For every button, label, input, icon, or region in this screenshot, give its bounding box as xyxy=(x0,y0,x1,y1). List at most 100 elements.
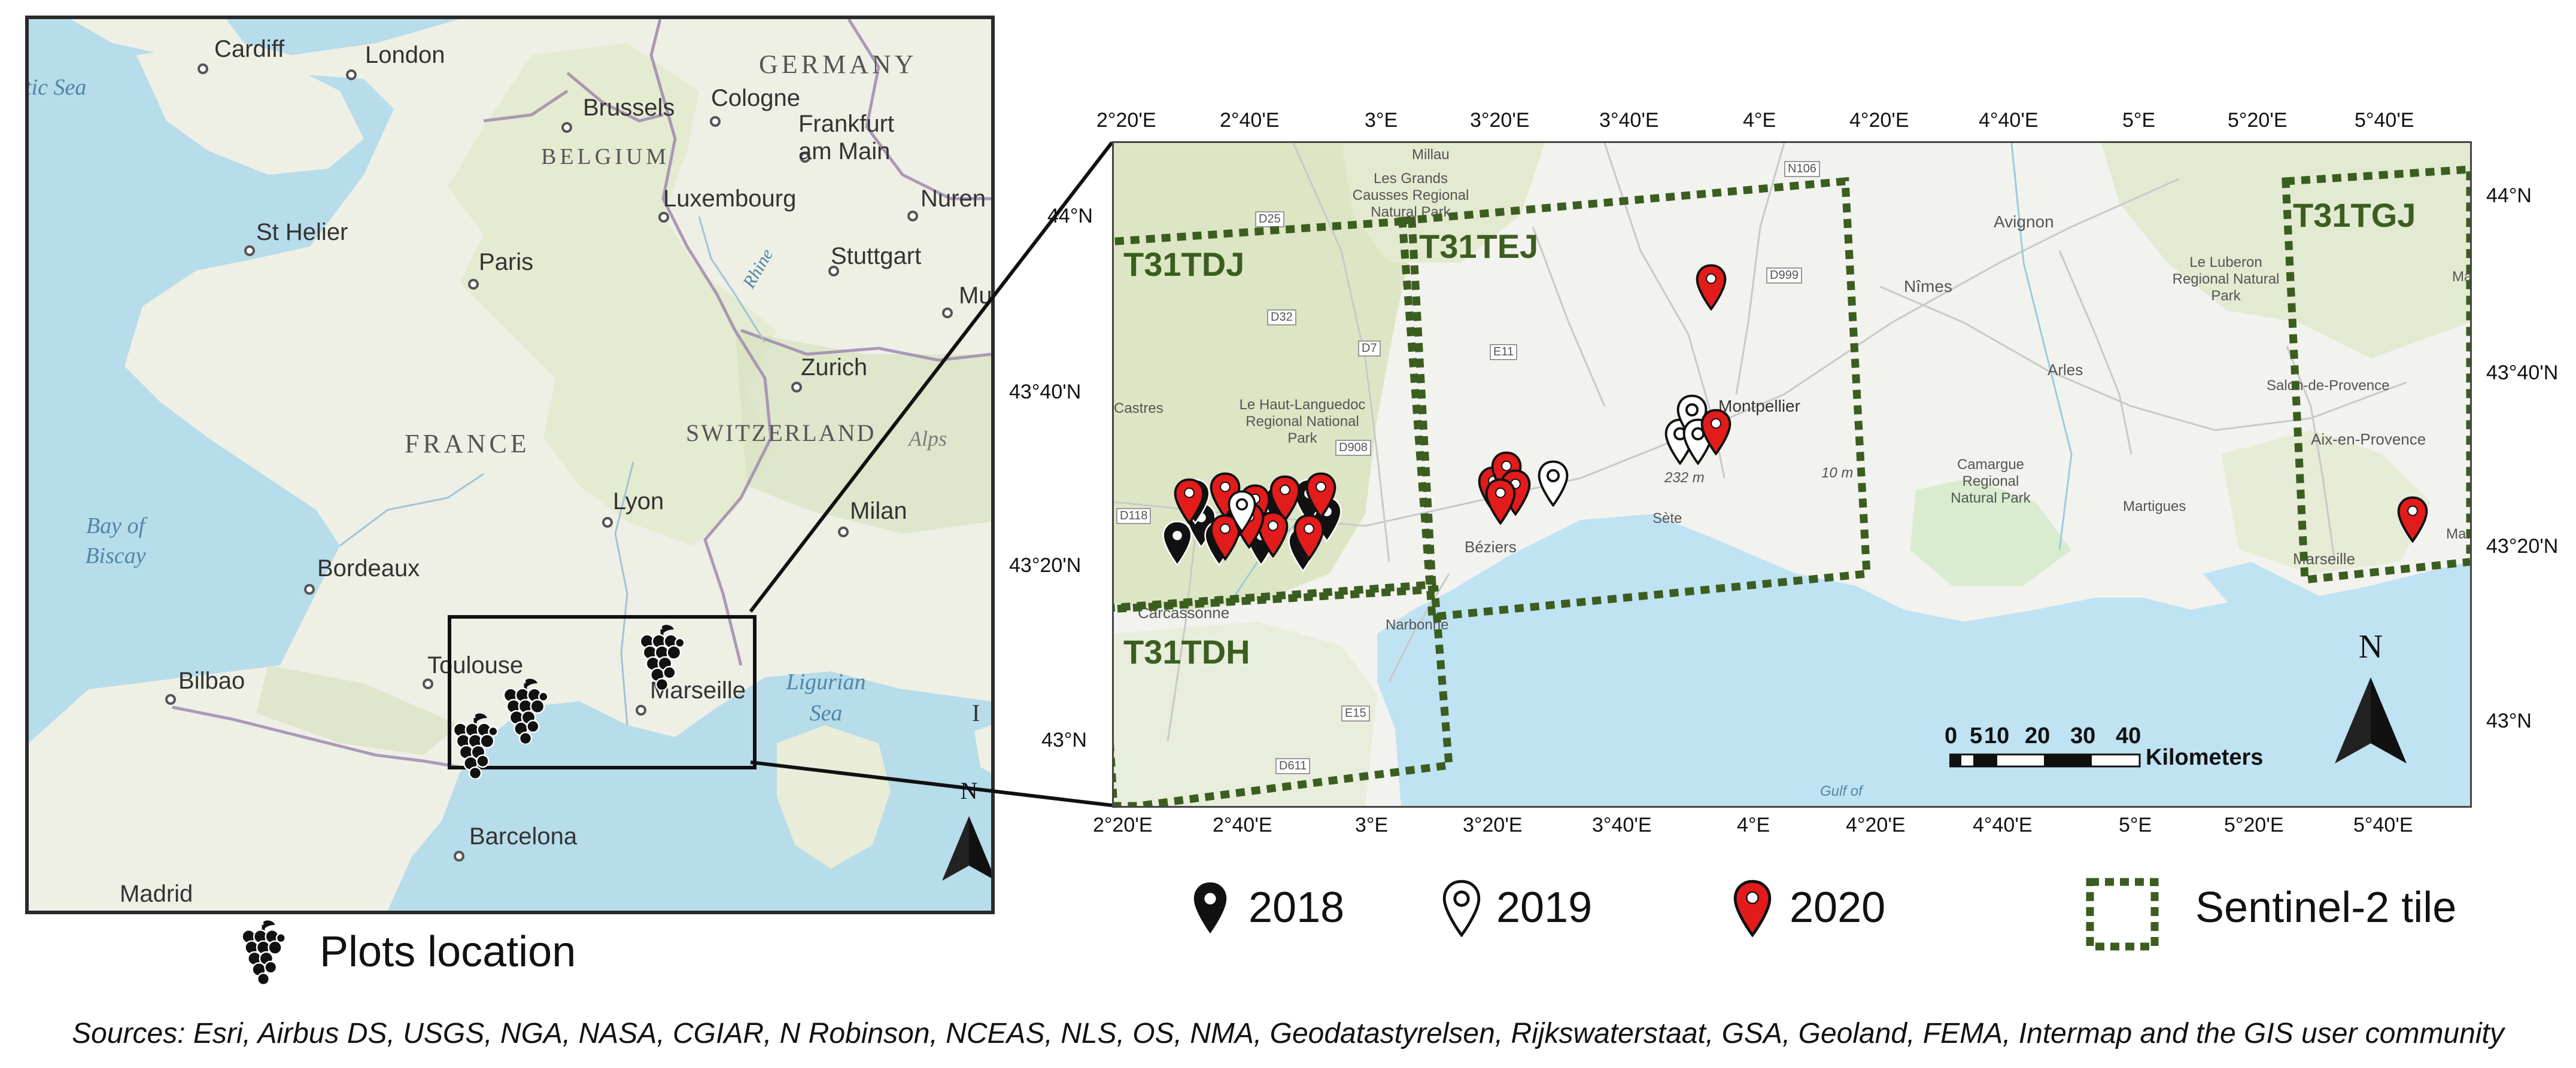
tile-label-t31tdh: T31TDH xyxy=(1123,633,1250,671)
x-tick-bottom-9: 5°E xyxy=(2119,814,2152,836)
grape-marker-beziers xyxy=(503,677,548,744)
x-tick-bottom-1: 2°20'E xyxy=(1093,814,1153,836)
x-tick-bottom-3: 3°E xyxy=(1355,814,1389,836)
city-label-stuttgart: Stuttgart xyxy=(831,243,922,269)
city-label-barcelona: Barcelona xyxy=(469,823,578,850)
tile-outline-t31tgj xyxy=(2282,165,2470,585)
grape-marker-montpellier xyxy=(639,623,685,690)
city-dot-paris xyxy=(468,279,479,290)
city-label-brussels: Brussels xyxy=(583,95,675,121)
y-tick-left-2: 43°40'N xyxy=(1009,381,1082,403)
city-label-madrid: Madrid xyxy=(120,881,193,907)
y-tick-right-3: 43°20'N xyxy=(2486,535,2559,558)
city-label-st-helier: St Helier xyxy=(256,219,348,245)
city-dot-toulouse xyxy=(423,678,433,689)
city-label-paris: Paris xyxy=(479,249,534,275)
scale-number-0: 0 xyxy=(1945,723,1958,748)
legend-label-2019: 2019 xyxy=(1496,884,1593,932)
country-label-france: FRANCE xyxy=(405,429,530,458)
x-tick-top-4: 3°20'E xyxy=(1470,109,1530,132)
tile-outline-t31tdj xyxy=(1114,217,1436,612)
city-label-mu: Mu xyxy=(959,282,992,309)
city-dot-cologne xyxy=(710,116,721,127)
x-tick-top-7: 4°20'E xyxy=(1849,109,1909,132)
elevation-label-232: 232 m xyxy=(1664,470,1705,486)
place-label-haut-languedoc: Le Haut-Languedoc Regional National Park xyxy=(1239,397,1366,446)
scale-bar xyxy=(1949,753,2141,768)
city-label-london: London xyxy=(365,42,445,68)
road-label-d25: D25 xyxy=(1255,211,1284,227)
y-tick-left-4: 43°N xyxy=(1041,729,1087,751)
country-label-switzerland: SWITZERLAND xyxy=(686,419,876,446)
north-arrow-icon xyxy=(942,813,995,884)
place-label-mazamet: Mazamet xyxy=(2446,526,2472,542)
grape-marker-carcassonne xyxy=(452,712,498,779)
x-tick-top-5: 3°40'E xyxy=(1599,109,1659,132)
tile-outline-t31tej xyxy=(1398,177,1871,622)
place-label-montpellier: Montpellier xyxy=(1718,397,1800,415)
road-label-d999: D999 xyxy=(1766,267,1802,284)
city-dot-nuren xyxy=(907,211,918,221)
legend-grape-icon xyxy=(239,919,287,985)
x-tick-top-6: 4°E xyxy=(1743,109,1776,132)
city-label-cardiff: Cardiff xyxy=(214,36,285,62)
y-tick-left-3: 43°20'N xyxy=(1009,554,1082,577)
place-label-martigues: Martigues xyxy=(2123,498,2186,515)
city-label-toulouse: Toulouse xyxy=(427,652,524,678)
y-tick-left-1: 44°N xyxy=(1047,205,1093,227)
sentinel-tiles xyxy=(1114,165,2470,806)
place-label-salon: Salon-de-Provence xyxy=(2267,378,2390,394)
detail-north-arrow-icon xyxy=(2335,676,2407,765)
y-tick-right-1: 44°N xyxy=(2486,184,2532,207)
detail-map[interactable]: Millau Les Grands Causses Regional Natur… xyxy=(1112,141,2472,808)
scale-number-20: 20 xyxy=(2025,723,2051,748)
city-dot-brussels xyxy=(561,122,572,133)
scale-number-10: 10 xyxy=(1984,723,2010,748)
legend-label-2020: 2020 xyxy=(1790,884,1886,932)
city-dot-bordeaux xyxy=(304,584,315,595)
road-label-d32: D32 xyxy=(1267,309,1296,325)
scale-unit: Kilometers xyxy=(2146,745,2264,770)
country-label-germany: GERMANY xyxy=(759,50,918,79)
legend-tile-icon xyxy=(2086,878,2159,951)
road-label-d611: D611 xyxy=(1275,758,1311,774)
sea-label-celtic: tic Sea xyxy=(25,75,87,100)
x-tick-top-11: 5°40'E xyxy=(2355,109,2414,132)
city-label-frankfurt: Frankfurt am Main xyxy=(798,111,895,165)
place-label-sete: Sète xyxy=(1652,510,1682,527)
place-label-avignon: Avignon xyxy=(1994,212,2054,231)
x-tick-top-8: 4°40'E xyxy=(1979,109,2039,132)
tile-label-t31tgj: T31TGJ xyxy=(2293,196,2416,234)
city-dot-mu xyxy=(942,308,953,318)
city-dot-marseille xyxy=(636,705,646,716)
road-label-e15: E15 xyxy=(1341,705,1370,722)
place-label-beziers: Béziers xyxy=(1465,538,1517,556)
detail-basemap xyxy=(1114,143,2470,806)
y-tick-right-4: 43°N xyxy=(2486,710,2532,732)
tile-label-t31tdj: T31TDJ xyxy=(1123,245,1245,283)
place-label-nimes: Nîmes xyxy=(1904,277,1952,296)
x-tick-top-2: 2°40'E xyxy=(1220,109,1280,132)
place-label-arles: Arles xyxy=(2048,361,2083,379)
x-tick-bottom-11: 5°40'E xyxy=(2353,814,2413,836)
x-tick-bottom-7: 4°20'E xyxy=(1846,814,1906,836)
city-label-nuren: Nuren xyxy=(921,185,986,212)
x-tick-bottom-2: 2°40'E xyxy=(1213,814,1272,836)
road-label-d118: D118 xyxy=(1116,508,1152,524)
city-label-bilbao: Bilbao xyxy=(178,668,245,694)
place-label-camargue: Camargue Regional Natural Park xyxy=(1951,457,2031,506)
legend-pin-2018-icon xyxy=(1191,880,1229,937)
overview-map[interactable]: Cardiff London Brussels Cologne Frankfur… xyxy=(25,16,995,914)
place-label-millau: Millau xyxy=(1412,147,1450,163)
x-tick-top-9: 5°E xyxy=(2122,109,2156,132)
city-dot-st-helier xyxy=(244,245,255,256)
sea-label-ligurian: Ligurian Sea xyxy=(786,670,866,726)
tile-label-t31tej: T31TEJ xyxy=(1419,227,1539,265)
x-tick-top-3: 3°E xyxy=(1365,109,1398,132)
road-label-d7: D7 xyxy=(1358,340,1381,357)
sea-label-bay-of-biscay: Bay of Biscay xyxy=(85,513,146,568)
legend-label-2018: 2018 xyxy=(1248,884,1345,932)
scale-number-30: 30 xyxy=(2070,723,2096,748)
city-dot-london xyxy=(346,69,357,80)
city-dot-lyon xyxy=(602,517,613,528)
